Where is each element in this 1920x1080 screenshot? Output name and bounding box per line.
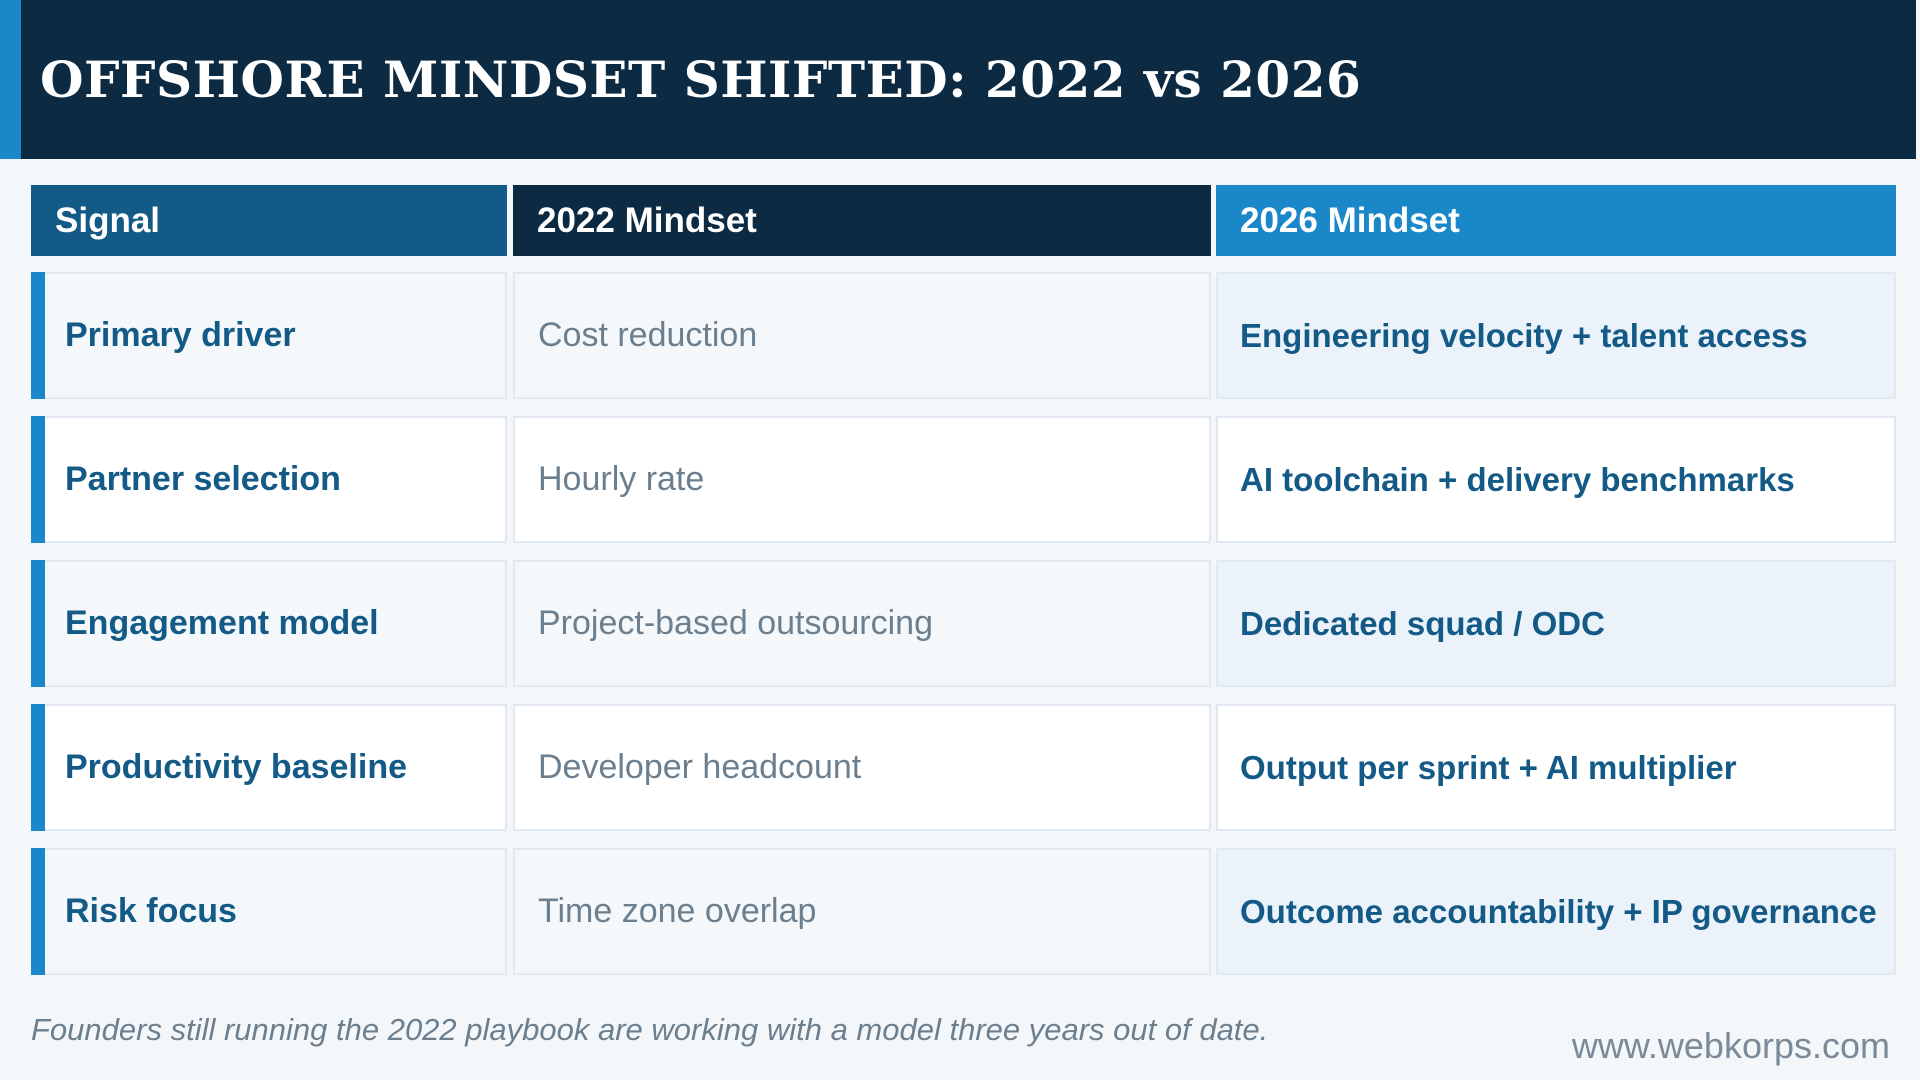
column-header-2022-mindset: 2022 Mindset [513,185,1211,256]
signal-label: Productivity baseline [65,748,407,786]
mindset-2026-cell: Engineering velocity + talent access [1216,272,1896,399]
website-url: www.webkorps.com [1571,1025,1890,1066]
row-accent-bar [31,704,45,831]
signal-cell: Productivity baseline [31,704,507,831]
page-title: OFFSHORE MINDSET SHIFTED: 2022 vs 2026 [40,50,1362,109]
signal-cell: Partner selection [31,416,507,543]
signal-cell: Risk focus [31,848,507,975]
mindset-2026-cell: Outcome accountability + IP governance [1216,848,1896,975]
mindset-2022-cell: Project-based outsourcing [513,560,1211,687]
mindset-2022-cell: Cost reduction [513,272,1211,399]
footnote: Founders still running the 2022 playbook… [31,1012,1269,1047]
signal-cell: Engagement model [31,560,507,687]
title-accent-bar [0,0,21,159]
mindset-2026-cell: AI toolchain + delivery benchmarks [1216,416,1896,543]
mindset-2026-cell: Output per sprint + AI multiplier [1216,704,1896,831]
mindset-2022-cell: Developer headcount [513,704,1211,831]
title-banner: OFFSHORE MINDSET SHIFTED: 2022 vs 2026 [0,0,1916,159]
column-header-signal: Signal [31,185,507,256]
column-header-2026-mindset: 2026 Mindset [1216,185,1896,256]
row-accent-bar [31,560,45,687]
row-accent-bar [31,848,45,975]
mindset-2026-cell: Dedicated squad / ODC [1216,560,1896,687]
row-accent-bar [31,416,45,543]
signal-label: Partner selection [65,460,341,498]
mindset-2022-cell: Time zone overlap [513,848,1211,975]
signal-cell: Primary driver [31,272,507,399]
row-accent-bar [31,272,45,399]
signal-label: Risk focus [65,892,237,930]
mindset-2022-cell: Hourly rate [513,416,1211,543]
signal-label: Primary driver [65,316,296,354]
signal-label: Engagement model [65,604,379,642]
